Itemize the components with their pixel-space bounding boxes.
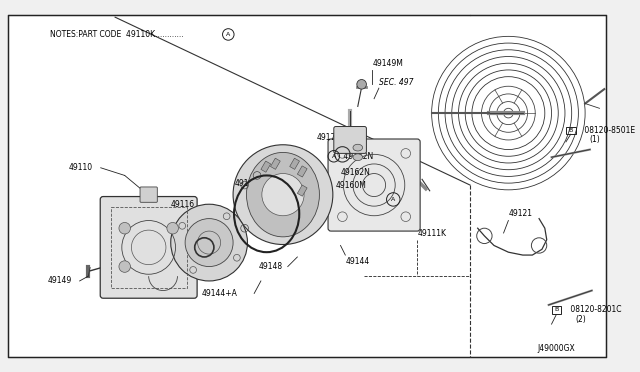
Bar <box>298 166 307 177</box>
Bar <box>271 158 280 169</box>
Circle shape <box>185 219 233 267</box>
Text: 49121: 49121 <box>508 209 532 218</box>
Text: NOTES:PART CODE  49110K............: NOTES:PART CODE 49110K............ <box>50 30 184 39</box>
Text: (1): (1) <box>589 135 600 144</box>
Text: (2): (2) <box>575 315 586 324</box>
Ellipse shape <box>246 153 319 237</box>
Text: 49110: 49110 <box>69 163 93 172</box>
Text: 49160M: 49160M <box>336 180 367 190</box>
Text: 49170M: 49170M <box>317 132 348 142</box>
Text: 49148: 49148 <box>235 179 259 187</box>
Text: 49140: 49140 <box>269 160 293 169</box>
FancyBboxPatch shape <box>100 196 197 298</box>
Text: 49148: 49148 <box>259 262 283 271</box>
Circle shape <box>233 145 333 244</box>
Text: SEC. 497: SEC. 497 <box>379 78 413 87</box>
Text: A: A <box>226 32 230 37</box>
Ellipse shape <box>353 144 363 151</box>
Text: B: B <box>568 128 573 133</box>
Text: 49162N: 49162N <box>340 168 371 177</box>
FancyBboxPatch shape <box>334 126 367 153</box>
Text: 49149: 49149 <box>48 276 72 285</box>
Text: 49116: 49116 <box>171 200 195 209</box>
Circle shape <box>119 261 131 272</box>
FancyBboxPatch shape <box>140 187 157 202</box>
Circle shape <box>167 222 179 234</box>
Text: 49144: 49144 <box>346 257 369 266</box>
Text: 49144+A: 49144+A <box>202 289 237 298</box>
Text: A: A <box>391 197 396 202</box>
Circle shape <box>171 204 248 281</box>
Circle shape <box>262 173 304 216</box>
Bar <box>261 161 271 172</box>
Bar <box>298 185 307 196</box>
Text: 08120-8201C: 08120-8201C <box>568 305 621 314</box>
Ellipse shape <box>353 154 363 161</box>
Text: 49162N: 49162N <box>342 152 374 161</box>
Text: 49111K: 49111K <box>417 228 446 237</box>
Circle shape <box>119 222 131 234</box>
Bar <box>290 158 300 169</box>
Text: A: A <box>332 154 336 159</box>
Text: 08120-8501E: 08120-8501E <box>582 126 636 135</box>
Text: J49000GX: J49000GX <box>537 344 575 353</box>
FancyBboxPatch shape <box>328 139 420 231</box>
Circle shape <box>357 80 367 89</box>
Text: B: B <box>554 307 559 312</box>
Text: 49149M: 49149M <box>372 59 403 68</box>
